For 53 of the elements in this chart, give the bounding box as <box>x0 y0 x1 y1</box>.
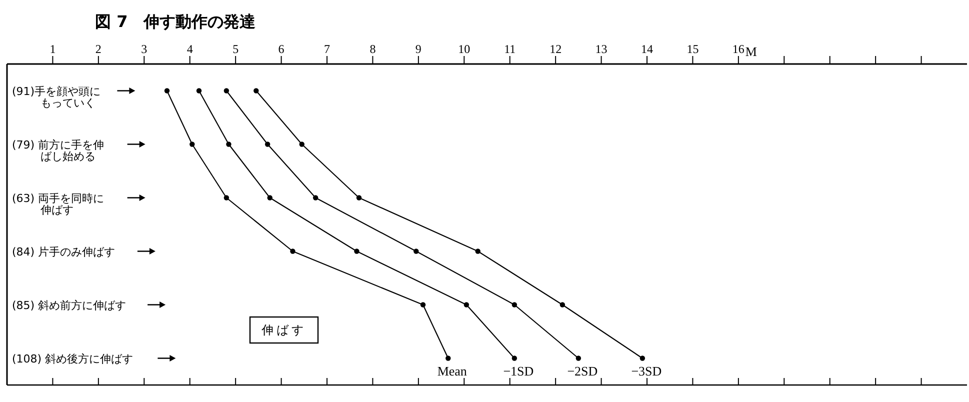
point <box>512 356 518 361</box>
point <box>254 88 259 94</box>
x-tick-label: 9 <box>415 42 422 56</box>
point <box>226 142 232 147</box>
y-tick-label: (63) 両手を同時に伸ばす <box>12 192 104 216</box>
point <box>224 195 230 200</box>
y-tick-label: (79) 前方に手を伸ばし始める <box>12 138 104 163</box>
point <box>356 195 362 200</box>
point <box>290 248 296 254</box>
x-tick-label: 16 <box>732 42 744 56</box>
point <box>164 88 170 94</box>
point <box>640 356 646 361</box>
point <box>446 356 451 361</box>
x-tick-label: 15 <box>686 42 699 56</box>
point <box>576 356 582 361</box>
point <box>512 302 518 308</box>
point <box>420 302 426 308</box>
y-tick-label: (108) 斜め後方に伸ばす <box>12 352 134 366</box>
x-tick-label: 8 <box>370 42 376 56</box>
x-tick-label: 7 <box>324 42 330 56</box>
point <box>464 302 470 308</box>
point <box>267 195 272 200</box>
x-tick-label: 6 <box>278 42 284 56</box>
point <box>190 142 195 147</box>
x-tick-label: 5 <box>232 42 239 56</box>
chart-title: 図 7 伸す動作の発達 <box>95 12 256 31</box>
x-tick-label: 3 <box>141 42 148 56</box>
point <box>475 248 480 254</box>
y-tick-label: (84) 片手のみ伸ばす <box>12 245 116 258</box>
series-label: −3SD <box>631 363 662 378</box>
point <box>354 248 360 254</box>
point <box>224 88 230 94</box>
x-axis-title: M <box>745 44 758 59</box>
x-tick-label: 4 <box>186 42 193 56</box>
x-tick-label: 12 <box>550 42 562 56</box>
y-tick-label: (91)手を顔や頭にもっていく <box>12 84 101 110</box>
point <box>414 248 419 254</box>
point <box>560 302 566 308</box>
x-tick-label: 1 <box>50 42 56 56</box>
y-tick-label: (85) 斜め前方に伸ばす <box>12 298 126 312</box>
series-label: Mean <box>437 363 468 378</box>
x-tick-label: 14 <box>641 42 653 56</box>
point <box>299 142 304 147</box>
x-tick-label: 10 <box>458 42 470 56</box>
point <box>264 142 270 147</box>
x-tick-label: 2 <box>95 42 102 56</box>
series-label: −1SD <box>503 363 534 378</box>
annotation: 伸ばす <box>260 323 306 337</box>
x-tick-label: 11 <box>504 42 516 56</box>
point <box>196 88 202 94</box>
series-label: −2SD <box>567 363 598 378</box>
x-tick-label: 13 <box>595 42 608 56</box>
point <box>312 195 318 200</box>
